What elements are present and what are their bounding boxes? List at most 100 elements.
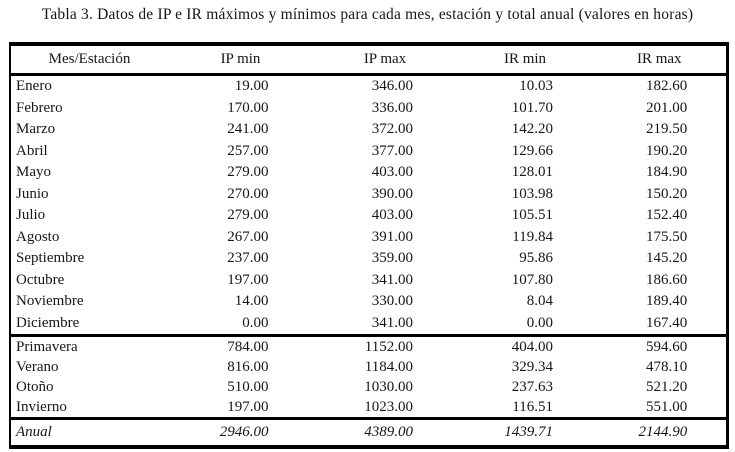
cell-ir-min: 105.51 bbox=[511, 207, 553, 224]
column-header-ip-max: IP max bbox=[363, 51, 407, 67]
cell-ip-max: 403.00 bbox=[371, 207, 413, 224]
cell-ip-min: 279.00 bbox=[227, 207, 269, 224]
cell-ir-min: 101.70 bbox=[511, 99, 553, 116]
cell-ir-min: 107.80 bbox=[511, 271, 553, 288]
cell-month: Agosto bbox=[16, 228, 60, 245]
column-header-ip-min: IP min bbox=[220, 51, 261, 67]
cell-ir-min: 119.84 bbox=[512, 228, 553, 245]
data-table: Mes/Estación IP min IP max IR min IR max… bbox=[9, 42, 729, 449]
cell-ir-min: 128.01 bbox=[511, 164, 553, 181]
cell-ip-max: 341.00 bbox=[371, 314, 413, 331]
cell-ir-max: 201.00 bbox=[646, 99, 688, 116]
cell-ip-min: 257.00 bbox=[227, 142, 269, 159]
cell-ir-max: 186.60 bbox=[646, 271, 688, 288]
cell-month: Febrero bbox=[16, 99, 63, 116]
cell-season: Otoño bbox=[16, 378, 54, 395]
cell-ip-min: 170.00 bbox=[227, 99, 269, 116]
cell-ip-max: 391.00 bbox=[371, 228, 413, 245]
cell-ip-max: 390.00 bbox=[371, 185, 413, 202]
cell-ip-max: 1184.00 bbox=[364, 358, 413, 375]
cell-month: Julio bbox=[16, 207, 46, 224]
cell-ir-max: 219.50 bbox=[646, 121, 688, 138]
cell-ip-min: 816.00 bbox=[227, 358, 269, 375]
cell-ir-max: 145.20 bbox=[646, 250, 688, 267]
table-header: Mes/Estación IP min IP max IR min IR max bbox=[10, 44, 727, 75]
column-header-mes-estacion: Mes/Estación bbox=[48, 51, 131, 67]
row-primavera: Primavera 784.00 1152.00 404.00 594.60 bbox=[10, 336, 727, 358]
row-noviembre: Noviembre 14.00 330.00 8.04 189.40 bbox=[10, 291, 727, 313]
cell-month: Septiembre bbox=[16, 250, 85, 267]
cell-ip-min: 237.00 bbox=[227, 250, 269, 267]
cell-ir-max: 167.40 bbox=[646, 314, 688, 331]
cell-ir-max: 594.60 bbox=[646, 338, 688, 355]
months-section: Enero 19.00 346.00 10.03 182.60 Febrero … bbox=[10, 75, 727, 336]
row-otono: Otoño 510.00 1030.00 237.63 521.20 bbox=[10, 377, 727, 397]
cell-ip-max: 346.00 bbox=[371, 78, 413, 95]
header-row: Mes/Estación IP min IP max IR min IR max bbox=[10, 44, 727, 75]
cell-month: Enero bbox=[16, 78, 52, 95]
cell-season: Invierno bbox=[16, 398, 67, 415]
cell-ir-min: 129.66 bbox=[511, 142, 553, 159]
row-diciembre: Diciembre 0.00 341.00 0.00 167.40 bbox=[10, 313, 727, 336]
cell-month: Octubre bbox=[16, 271, 65, 288]
cell-month: Junio bbox=[16, 185, 49, 202]
row-abril: Abril 257.00 377.00 129.66 190.20 bbox=[10, 141, 727, 163]
row-febrero: Febrero 170.00 336.00 101.70 201.00 bbox=[10, 98, 727, 120]
cell-ir-max: 175.50 bbox=[646, 228, 688, 245]
cell-ir-max: 190.20 bbox=[646, 142, 688, 159]
cell-ip-min: 197.00 bbox=[227, 271, 269, 288]
row-septiembre: Septiembre 237.00 359.00 95.86 145.20 bbox=[10, 248, 727, 270]
cell-ip-max: 1152.00 bbox=[364, 338, 413, 355]
cell-ir-min: 329.34 bbox=[511, 358, 553, 375]
cell-annual-label: Anual bbox=[16, 424, 52, 440]
cell-season: Verano bbox=[16, 358, 59, 375]
cell-month: Noviembre bbox=[16, 293, 84, 310]
row-mayo: Mayo 279.00 403.00 128.01 184.90 bbox=[10, 162, 727, 184]
cell-month: Marzo bbox=[16, 121, 56, 138]
cell-ir-max: 182.60 bbox=[646, 78, 688, 95]
cell-ip-min: 267.00 bbox=[227, 228, 269, 245]
row-anual: Anual 2946.00 4389.00 1439.71 2144.90 bbox=[10, 419, 727, 448]
cell-ip-max: 403.00 bbox=[371, 164, 413, 181]
cell-ir-min: 237.63 bbox=[511, 378, 553, 395]
cell-ip-max: 341.00 bbox=[371, 271, 413, 288]
cell-ip-max: 377.00 bbox=[371, 142, 413, 159]
row-agosto: Agosto 267.00 391.00 119.84 175.50 bbox=[10, 227, 727, 249]
row-marzo: Marzo 241.00 372.00 142.20 219.50 bbox=[10, 119, 727, 141]
row-enero: Enero 19.00 346.00 10.03 182.60 bbox=[10, 75, 727, 98]
row-verano: Verano 816.00 1184.00 329.34 478.10 bbox=[10, 357, 727, 377]
cell-ip-min: 279.00 bbox=[227, 164, 269, 181]
cell-month: Mayo bbox=[16, 164, 51, 181]
cell-ir-max: 521.20 bbox=[646, 378, 688, 395]
annual-section: Anual 2946.00 4389.00 1439.71 2144.90 bbox=[10, 419, 727, 448]
cell-ir-min: 10.03 bbox=[519, 78, 553, 95]
cell-season: Primavera bbox=[16, 338, 78, 355]
cell-ip-max: 336.00 bbox=[371, 99, 413, 116]
cell-ip-max: 1030.00 bbox=[364, 378, 413, 395]
cell-ip-min: 510.00 bbox=[227, 378, 269, 395]
cell-ip-min: 784.00 bbox=[227, 338, 269, 355]
cell-ir-min: 103.98 bbox=[511, 185, 553, 202]
cell-ip-max: 359.00 bbox=[371, 250, 413, 267]
row-julio: Julio 279.00 403.00 105.51 152.40 bbox=[10, 205, 727, 227]
cell-ir-max: 551.00 bbox=[646, 398, 688, 415]
cell-ip-min: 19.00 bbox=[234, 78, 269, 95]
cell-ip-max: 1023.00 bbox=[364, 398, 413, 415]
cell-ip-min: 197.00 bbox=[227, 398, 269, 415]
row-invierno: Invierno 197.00 1023.00 116.51 551.00 bbox=[10, 397, 727, 419]
cell-ip-min: 0.00 bbox=[242, 314, 269, 331]
cell-ip-min: 14.00 bbox=[234, 293, 269, 310]
column-header-ir-max: IR max bbox=[636, 51, 682, 67]
cell-ir-min: 142.20 bbox=[511, 121, 553, 138]
cell-ip-max: 372.00 bbox=[371, 121, 413, 138]
cell-ir-max: 189.40 bbox=[646, 293, 688, 310]
cell-month: Abril bbox=[16, 142, 48, 159]
cell-month: Diciembre bbox=[16, 314, 80, 331]
row-octubre: Octubre 197.00 341.00 107.80 186.60 bbox=[10, 270, 727, 292]
cell-ip-min: 270.00 bbox=[227, 185, 269, 202]
cell-ir-min: 0.00 bbox=[526, 314, 553, 331]
cell-ir-min: 404.00 bbox=[511, 338, 553, 355]
cell-ir-min: 1439.71 bbox=[504, 424, 553, 440]
row-junio: Junio 270.00 390.00 103.98 150.20 bbox=[10, 184, 727, 206]
